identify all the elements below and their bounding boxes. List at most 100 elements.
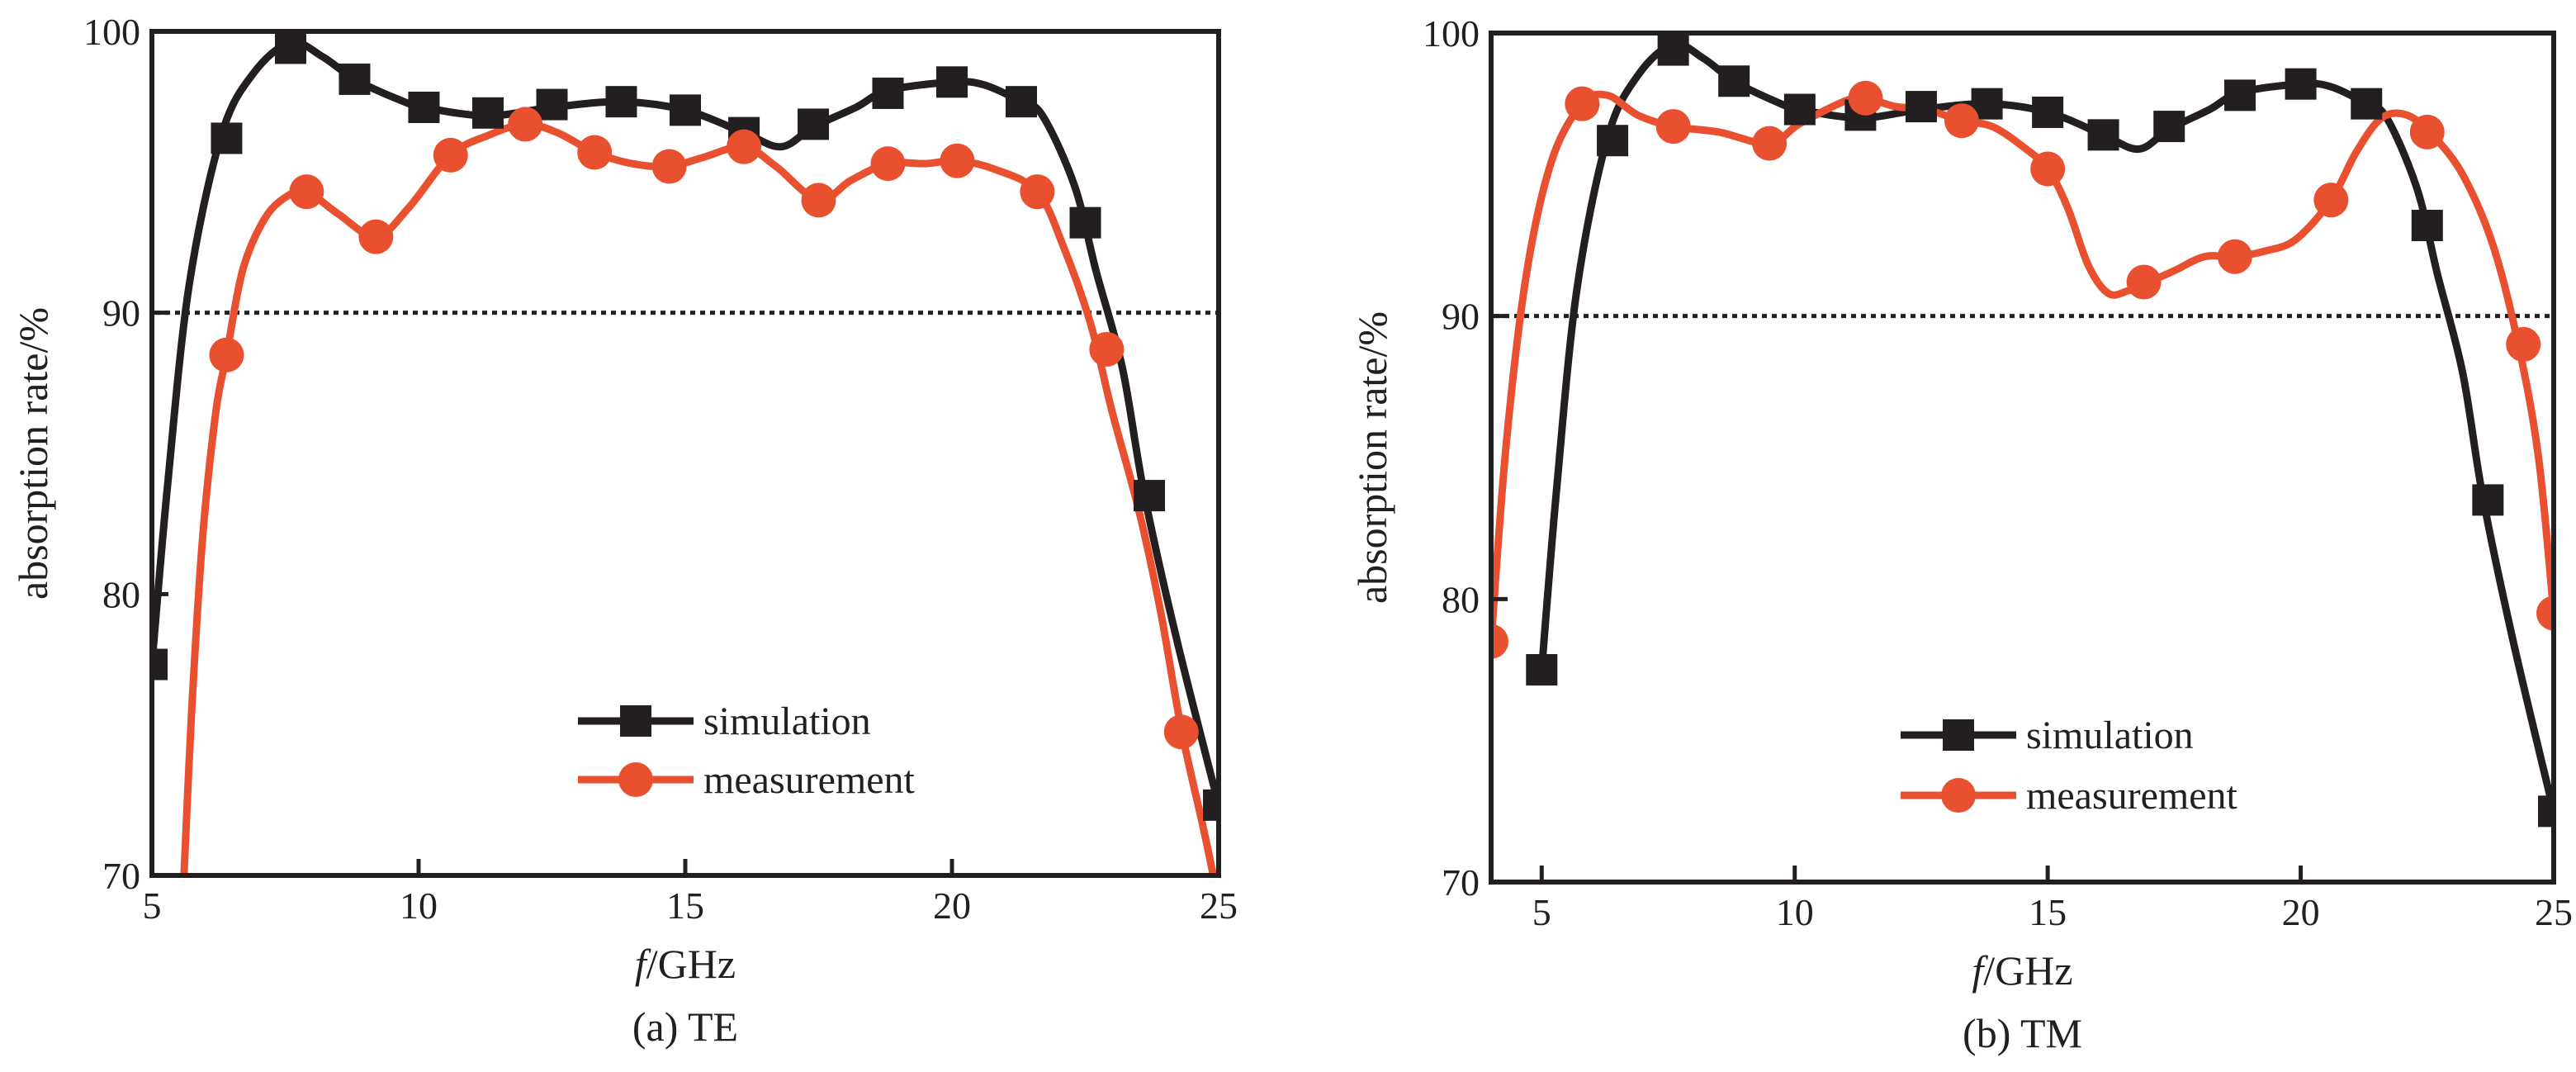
- x-tick-label: 20: [2282, 891, 2320, 933]
- simulation-point-marker: [2224, 79, 2256, 111]
- data-layer: [1491, 34, 2554, 828]
- x-axis-label-unit: /GHz: [1983, 947, 2072, 994]
- simulation-point-marker: [1718, 65, 1750, 97]
- measurement-point-marker: [209, 337, 244, 372]
- series-line-simulation: [152, 38, 1219, 809]
- y-tick-label: 90: [102, 292, 140, 334]
- simulation-point-marker: [2411, 210, 2443, 242]
- simulation-point-marker: [1905, 91, 1937, 123]
- simulation-point-marker: [536, 88, 568, 121]
- x-tick-label: 15: [666, 885, 704, 927]
- measurement-point-marker: [1848, 80, 1883, 116]
- simulation-point-marker: [1783, 93, 1816, 126]
- measurement-point-marker: [2313, 183, 2349, 218]
- measurement-point-marker: [577, 135, 613, 170]
- y-tick-label: 100: [83, 11, 140, 53]
- measurement-point-marker: [2126, 264, 2162, 300]
- simulation-point-marker: [670, 94, 701, 126]
- panel-caption: (a) TE: [632, 1003, 738, 1050]
- series-line-measurement: [1491, 90, 2554, 646]
- simulation-point-marker: [152, 648, 168, 681]
- simulation-point-marker: [1134, 480, 1166, 512]
- measurement-point-marker: [2409, 114, 2445, 149]
- measurement-point-marker: [2506, 326, 2541, 362]
- simulation-point-marker: [1005, 86, 1037, 118]
- y-tick-label: 100: [1423, 12, 1480, 55]
- measurement-point-marker: [358, 219, 394, 254]
- series-line-measurement: [180, 120, 1217, 875]
- measurement-point-marker: [870, 146, 906, 182]
- legend-marker-simulation: [620, 705, 651, 737]
- simulation-point-marker: [872, 77, 904, 109]
- legend-label-measurement: measurement: [703, 758, 916, 802]
- data-layer: [152, 32, 1219, 875]
- simulation-point-marker: [2285, 68, 2317, 100]
- measurement-point-marker: [1089, 331, 1125, 367]
- x-axis-label: f/GHz: [1972, 947, 2072, 994]
- y-tick-label: 80: [102, 573, 140, 615]
- plot-frame: [149, 29, 1221, 878]
- measurement-point-marker: [1163, 714, 1199, 750]
- simulation-point-marker: [1597, 125, 1629, 157]
- y-tick-label: 70: [102, 855, 140, 897]
- measurement-point-marker: [801, 183, 836, 218]
- measurement-point-marker: [1752, 126, 1788, 161]
- measurement-point-marker: [2030, 151, 2066, 187]
- simulation-point-marker: [1526, 654, 1558, 685]
- measurement-point-marker: [289, 174, 324, 210]
- legend: simulation measurement: [1901, 714, 2238, 818]
- x-tick-label: 5: [1532, 891, 1551, 933]
- measurement-point-marker: [1565, 86, 1600, 121]
- legend-marker-simulation: [1943, 719, 1974, 751]
- x-tick-label: 25: [1200, 885, 1238, 927]
- legend-label-measurement: measurement: [2026, 774, 2238, 818]
- simulation-point-marker: [605, 86, 637, 118]
- simulation-point-marker: [211, 122, 243, 154]
- legend-label-simulation: simulation: [703, 700, 871, 743]
- measurement-point-marker: [1491, 624, 1508, 659]
- simulation-point-marker: [1203, 789, 1219, 821]
- measurement-point-marker: [433, 137, 468, 173]
- simulation-point-marker: [274, 32, 306, 64]
- legend-label-simulation: simulation: [2026, 714, 2194, 757]
- measurement-point-marker: [940, 143, 975, 178]
- measurement-point-marker: [2217, 239, 2252, 274]
- simulation-point-marker: [2472, 484, 2504, 516]
- panel-te: 5 10 15 20 25 70 80 90 100 f/GHz absorption rate/%…: [10, 11, 1238, 1050]
- simulation-point-marker: [1069, 206, 1101, 239]
- x-tick-label: 5: [143, 885, 162, 927]
- plot-frame: [1489, 31, 2556, 885]
- y-tick-label: 70: [1442, 861, 1480, 904]
- legend-marker-measurement: [1941, 778, 1976, 813]
- panel-tm: 5 10 15 20 25 70 80 90 100 f/GHz absorption rate/%…: [1349, 12, 2573, 1056]
- measurement-point-marker: [1020, 174, 1055, 210]
- y-axis-label: absorption rate/%: [1349, 311, 1395, 604]
- x-tick-label: 15: [2029, 891, 2067, 933]
- simulation-point-marker: [936, 66, 968, 98]
- panel-caption: (b) TM: [1963, 1010, 2082, 1056]
- measurement-point-marker: [508, 107, 543, 142]
- simulation-point-marker: [1657, 34, 1689, 66]
- simulation-point-marker: [471, 97, 504, 129]
- x-tick-label: 10: [400, 885, 438, 927]
- legend-marker-measurement: [618, 762, 653, 797]
- x-tick-label: 10: [1776, 891, 1814, 933]
- measurement-point-marker: [651, 149, 687, 184]
- simulation-point-marker: [2538, 795, 2554, 828]
- simulation-point-marker: [798, 108, 830, 140]
- measurement-point-marker: [1944, 103, 1979, 139]
- simulation-point-marker: [2351, 88, 2383, 120]
- simulation-point-marker: [408, 91, 440, 123]
- legend: simulation measurement: [578, 700, 916, 802]
- y-axis-label: absorption rate/%: [10, 307, 56, 600]
- y-tick-label: 90: [1442, 296, 1480, 338]
- measurement-point-marker: [2536, 595, 2554, 631]
- y-tick-label: 80: [1442, 578, 1480, 620]
- x-tick-label: 20: [933, 885, 971, 927]
- x-axis-label-unit: /GHz: [646, 941, 736, 987]
- simulation-point-marker: [2032, 96, 2064, 128]
- simulation-point-marker: [2153, 111, 2185, 143]
- x-axis-label: f/GHz: [635, 941, 736, 987]
- measurement-point-marker: [1655, 109, 1691, 145]
